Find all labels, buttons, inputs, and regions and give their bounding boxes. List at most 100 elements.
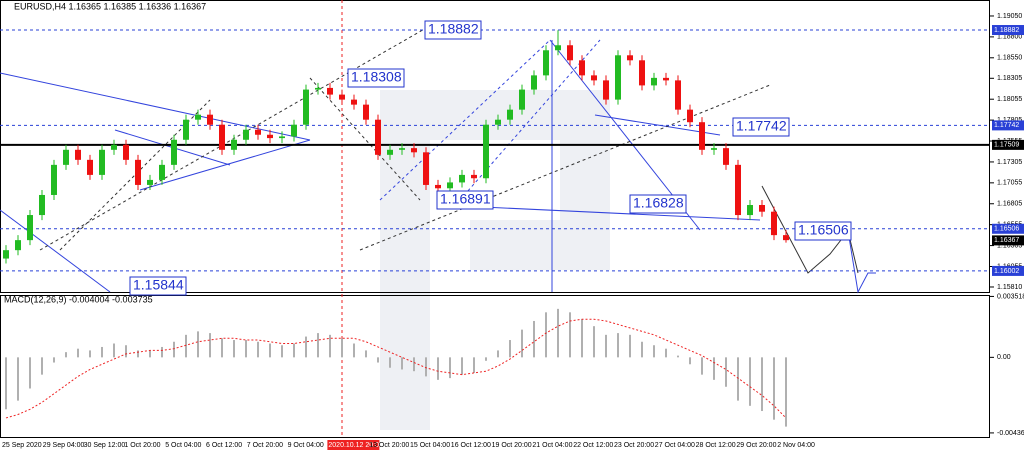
- candle-body: [627, 55, 633, 61]
- candle-body: [15, 240, 21, 251]
- annotation-box: [732, 117, 790, 137]
- candle-body: [111, 144, 117, 150]
- candle-body: [99, 149, 105, 175]
- candle-body: [171, 139, 177, 165]
- time-label-highlight: [327, 440, 380, 450]
- time-label: 28 Oct 12:00: [696, 442, 736, 449]
- level-tag-label: 1.18882: [994, 27, 1019, 34]
- candle-body: [195, 114, 201, 120]
- candle-body: [243, 129, 249, 140]
- candle-body: [663, 77, 669, 81]
- candle-body: [567, 45, 573, 61]
- candle-body: [495, 119, 501, 125]
- candle-body: [735, 164, 741, 216]
- candle-body: [579, 60, 585, 76]
- annotation: 1.15844: [133, 277, 184, 293]
- candle-body: [327, 87, 333, 95]
- annotation-box: [794, 221, 852, 241]
- watermark: [380, 90, 610, 430]
- time-label: 21 Oct 04:00: [532, 442, 572, 449]
- time-label: 27 Oct 04:00: [655, 442, 695, 449]
- time-label: 7 Oct 20:00: [247, 442, 283, 449]
- y-tick-label: 1.18055: [997, 96, 1022, 103]
- time-label: 16 Oct 12:00: [451, 442, 491, 449]
- candle-body: [591, 75, 597, 81]
- candle-body: [3, 250, 9, 259]
- annotation: 1.16891: [440, 191, 491, 207]
- time-label: 9 Oct 04:00: [288, 442, 324, 449]
- y-tick-label: 1.17305: [997, 159, 1022, 166]
- candle-body: [651, 77, 657, 86]
- level-tag-label: 1.17742: [994, 122, 1019, 129]
- annotation-box: [424, 20, 482, 40]
- level-tag-label: 1.16367: [994, 237, 1019, 244]
- time-label: 1 Oct 20:00: [124, 442, 160, 449]
- candle-body: [75, 149, 81, 160]
- candle-body: [759, 205, 765, 212]
- candle-body: [543, 50, 549, 76]
- time-label: 13 Oct 20:00: [369, 442, 409, 449]
- time-label: 2 Nov 04:00: [777, 442, 815, 449]
- candle-body: [747, 205, 753, 216]
- candle-body: [351, 99, 357, 105]
- candle-body: [231, 139, 237, 150]
- candle-body: [219, 124, 225, 150]
- time-label: 25 Sep 2020: [2, 442, 42, 449]
- y-tick-label: 1.15810: [997, 284, 1022, 291]
- time-label: 6 Oct 12:00: [206, 442, 242, 449]
- level-tag: [992, 139, 1024, 150]
- time-label: 22 Oct 12:00: [573, 442, 613, 449]
- candle-body: [87, 159, 93, 175]
- y-tick-label: 1.18550: [997, 55, 1022, 62]
- trend-lines: [0, 0, 876, 437]
- annotation-box: [347, 68, 405, 88]
- candle-body: [507, 109, 513, 120]
- candle-body: [147, 179, 153, 185]
- macd-tick-label: 0.003518: [997, 293, 1024, 300]
- candle-body: [255, 129, 261, 135]
- macd-signal: [5, 318, 787, 419]
- macd-label: MACD(12,26,9) -0.004004 -0.003735: [4, 294, 153, 304]
- candle-body: [459, 174, 465, 183]
- level-tag: [992, 265, 1024, 276]
- candle-body: [183, 119, 189, 140]
- candle-body: [711, 148, 717, 150]
- candle-body: [519, 89, 525, 110]
- candle-body: [423, 152, 429, 185]
- level-tag: [992, 120, 1024, 131]
- level-tag-label: 1.17509: [994, 142, 1019, 149]
- main-panel: [0, 0, 990, 293]
- candle-body: [675, 80, 681, 110]
- candle-body: [471, 174, 477, 179]
- candle-body: [639, 60, 645, 86]
- time-label: 29 Oct 20:00: [736, 442, 776, 449]
- candle-body: [363, 104, 369, 120]
- candle-body: [699, 122, 705, 150]
- annotation: 1.16828: [633, 195, 684, 211]
- candle-body: [483, 124, 489, 179]
- level-tag-label: 1.16002: [994, 268, 1019, 275]
- annotation: 1.18308: [351, 69, 402, 85]
- candle-body: [603, 80, 609, 100]
- candle-body: [39, 194, 45, 216]
- chart-title: EURUSD,H4 1.16365 1.16385 1.16336 1.1636…: [14, 1, 206, 11]
- annotation: 1.16506: [798, 222, 849, 238]
- macd-panel: [0, 295, 990, 438]
- y-tick-label: 1.18305: [997, 75, 1022, 82]
- candle-body: [27, 215, 33, 241]
- candle-body: [135, 159, 141, 185]
- candle-body: [555, 45, 561, 51]
- level-tag-label: 1.16506: [994, 226, 1019, 233]
- candle-body: [291, 124, 297, 137]
- time-label: 30 Sep 12:00: [84, 442, 126, 449]
- annotation-box: [129, 276, 187, 296]
- candle-body: [615, 55, 621, 100]
- candle-body: [267, 134, 273, 139]
- candle-body: [339, 94, 345, 100]
- candle-body: [159, 164, 165, 180]
- candle-body: [303, 89, 309, 125]
- level-tag: [992, 223, 1024, 234]
- macd-tick-label: -0.004364: [997, 430, 1024, 437]
- annotation-box: [436, 190, 494, 210]
- time-label: 29 Sep 04:00: [43, 442, 85, 449]
